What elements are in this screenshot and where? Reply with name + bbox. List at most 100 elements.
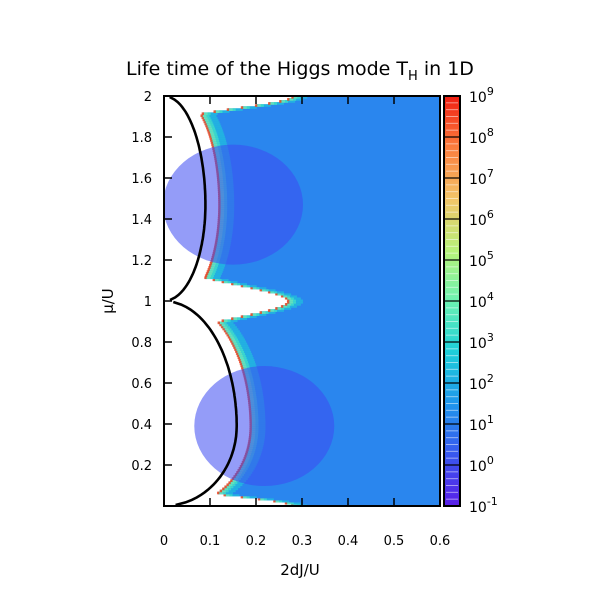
heatmap-ridge <box>284 501 288 505</box>
heatmap-ridge <box>250 313 253 316</box>
heatmap-edge <box>251 286 260 290</box>
heatmap-strip <box>211 141 440 144</box>
heatmap-ridge <box>236 354 240 357</box>
heatmap-ridge <box>217 321 220 325</box>
heatmap-ridge <box>284 296 288 300</box>
heatmap-strip <box>204 120 440 124</box>
heatmap-strip <box>236 350 440 353</box>
heatmap-ridge <box>240 284 244 288</box>
heatmap-strip <box>232 282 440 286</box>
heatmap-strip <box>216 167 440 171</box>
heatmap-ridge <box>220 325 224 329</box>
heatmap-strip <box>208 268 440 271</box>
heatmap-edge <box>207 270 216 273</box>
heatmap-halo <box>285 100 296 103</box>
heatmap-edge <box>287 298 296 302</box>
heatmap-ridge <box>209 137 212 140</box>
heatmap-strip <box>255 104 440 107</box>
heatmap-edge <box>242 366 251 370</box>
heatmap-edge <box>222 319 231 323</box>
heatmap-strip <box>220 323 440 327</box>
heatmap-strip <box>249 440 440 444</box>
heatmap-halo <box>263 497 274 501</box>
heatmap-edge <box>240 360 249 364</box>
heatmap-ridge <box>221 319 224 323</box>
heatmap-ridge <box>210 141 214 144</box>
heatmap-edge <box>220 323 229 327</box>
heatmap-halo <box>216 141 227 144</box>
heatmap-strip <box>234 346 440 349</box>
heatmap-edge <box>202 116 211 120</box>
heatmap-ridge <box>209 262 213 265</box>
heatmap-ridge <box>230 339 233 343</box>
heatmap-halo <box>290 303 301 306</box>
heatmap-strip <box>209 134 440 138</box>
heatmap-strip <box>241 284 440 288</box>
colorbar-tick-label: 100 <box>469 454 494 475</box>
heatmap-edge <box>241 495 250 499</box>
heatmap-strip <box>231 339 440 343</box>
heatmap-strip <box>250 424 440 427</box>
heatmap-edge <box>285 501 294 505</box>
heatmap-strip <box>218 184 440 187</box>
heatmap-halo <box>214 266 225 269</box>
heatmap-edge <box>258 497 267 501</box>
heatmap-ridge <box>204 276 207 280</box>
heatmap-strip <box>209 266 440 269</box>
colorbar-tick-label: 102 <box>469 372 494 393</box>
heatmap-ridge <box>212 278 215 282</box>
heatmap-ridge <box>286 301 290 304</box>
heatmap-ridge <box>275 307 278 310</box>
x-tick-label: 0.2 <box>246 534 267 549</box>
heatmap-ridge <box>284 303 288 306</box>
heatmap-strip <box>218 221 440 224</box>
heatmap-strip <box>250 428 440 431</box>
heatmap-strip <box>285 296 440 300</box>
heatmap-ridge <box>227 335 231 339</box>
heatmap-edge <box>214 110 223 113</box>
heatmap-strip <box>214 151 440 154</box>
heatmap-halo <box>207 112 218 116</box>
heatmap-halo <box>229 329 240 333</box>
heatmap-strip <box>201 114 440 118</box>
heatmap-strip <box>225 485 440 489</box>
heatmap-edge <box>204 120 213 124</box>
heatmap-strip <box>213 251 440 255</box>
heatmap-strip <box>224 493 440 497</box>
heatmap-halo <box>246 106 257 109</box>
heatmap-halo <box>214 132 225 136</box>
heatmap-strip <box>233 344 440 347</box>
heatmap-strip <box>274 499 440 503</box>
heatmap-region <box>164 96 440 506</box>
heatmap-ridge <box>287 98 290 101</box>
heatmap-edge <box>276 307 285 310</box>
y-tick-label: 1.6 <box>131 172 152 187</box>
colorbar-tick-label: 103 <box>469 331 494 352</box>
heatmap-strip <box>276 307 440 310</box>
heatmap-strip <box>207 270 440 273</box>
heatmap-edge <box>224 329 233 333</box>
heatmap-strip <box>208 130 440 134</box>
heatmap-halo <box>242 354 253 357</box>
heatmap-ridge <box>206 270 210 273</box>
heatmap-ridge <box>240 315 244 318</box>
heatmap-strip <box>217 169 440 173</box>
heatmap-lowlife-blob <box>194 366 335 487</box>
heatmap-edge <box>222 280 231 284</box>
heatmap-edge <box>223 487 232 491</box>
heatmap-edge <box>206 124 215 128</box>
heatmap-strip <box>250 432 440 435</box>
heatmap-ridge <box>210 139 213 142</box>
heatmap-strip <box>241 106 440 109</box>
heatmap-strip <box>248 399 440 403</box>
heatmap-strip <box>281 294 440 298</box>
heatmap-strip <box>214 247 440 251</box>
heatmap-ridge <box>228 337 232 341</box>
heatmap-halo <box>274 102 285 105</box>
heatmap-ridge <box>216 491 220 495</box>
heatmap-strip <box>238 469 440 472</box>
heatmap-strip <box>260 288 440 292</box>
heatmap-halo <box>286 305 297 308</box>
heatmap-strip <box>214 153 440 157</box>
heatmap-edge <box>202 112 211 116</box>
